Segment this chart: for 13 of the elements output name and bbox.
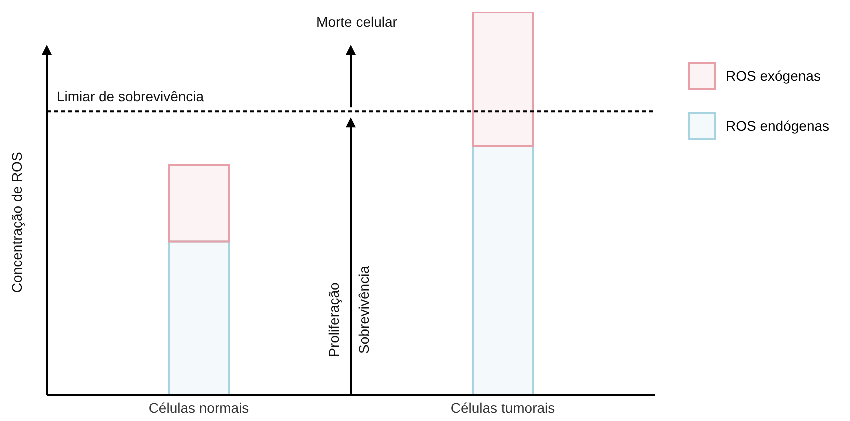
annotation: Morte celular xyxy=(316,14,398,30)
legend-label: ROS endógenas xyxy=(726,118,830,134)
legend-label: ROS exógenas xyxy=(726,68,821,84)
ref-line-label: Limiar de sobrevivência xyxy=(57,88,204,105)
annotation: Sobrevivência xyxy=(356,266,372,354)
bar xyxy=(472,12,534,148)
y-axis-title: Concentração de ROS xyxy=(9,152,25,294)
x-tick-label: Células normais xyxy=(148,400,250,416)
bar xyxy=(168,164,230,243)
bar xyxy=(472,145,534,395)
bar xyxy=(168,240,230,395)
x-tick-label: Células tumorais xyxy=(450,400,556,416)
annotation: Proliferação xyxy=(326,282,342,358)
